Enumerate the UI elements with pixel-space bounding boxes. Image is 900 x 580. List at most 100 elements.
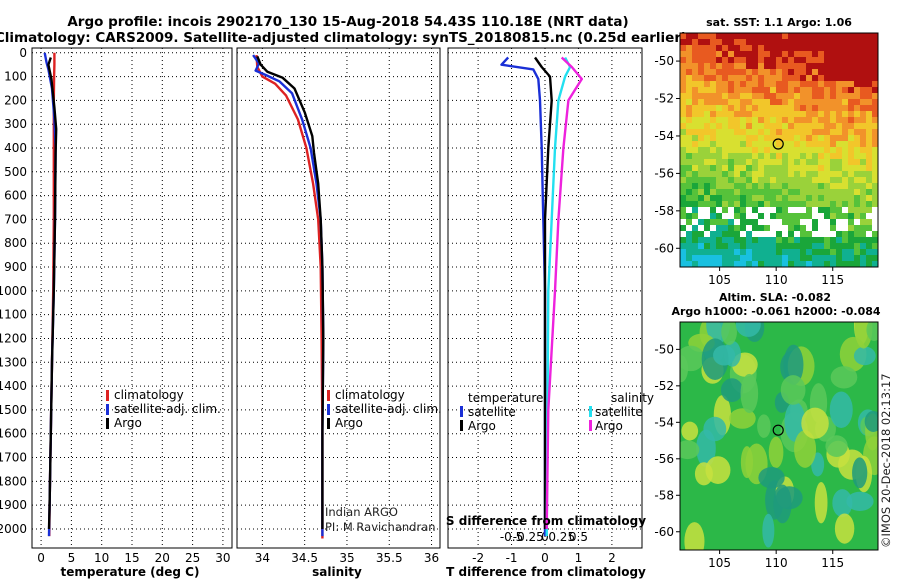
sst-cell — [722, 261, 728, 267]
sst-cell — [836, 99, 842, 105]
sst-cell — [872, 261, 878, 267]
sst-cell — [692, 69, 698, 75]
depth-tick-label: 1100 — [0, 308, 27, 322]
sst-cell — [710, 69, 716, 75]
sst-cell — [836, 207, 842, 213]
sst-cell — [806, 177, 812, 183]
sst-cell — [710, 111, 716, 117]
sst-cell — [746, 69, 752, 75]
sst-cell — [782, 87, 788, 93]
sst-cell — [824, 69, 830, 75]
sst-cell — [728, 117, 734, 123]
sla-blob — [814, 482, 828, 524]
sst-cell — [854, 165, 860, 171]
sst-cell — [734, 63, 740, 69]
sla-blob — [703, 416, 727, 442]
sst-map: 105 110 115 -50 -52 -54 -56 -58 -60 — [654, 32, 879, 287]
sst-cell — [830, 63, 836, 69]
sst-cell — [836, 255, 842, 261]
sst-cell — [824, 45, 830, 51]
legend-swatch — [327, 418, 330, 429]
sst-cell — [794, 183, 800, 189]
sst-cell — [746, 99, 752, 105]
sst-cell — [818, 147, 824, 153]
sst-cell — [836, 135, 842, 141]
sst-cell — [818, 201, 824, 207]
sst-cell — [806, 189, 812, 195]
sst-cell — [818, 75, 824, 81]
sst-cell — [758, 165, 764, 171]
sla-blob — [834, 513, 855, 544]
sst-cell — [812, 45, 818, 51]
sst-cell — [698, 189, 704, 195]
sst-cell — [704, 75, 710, 81]
sst-cell — [692, 87, 698, 93]
sst-cell — [842, 159, 848, 165]
sst-cell — [806, 243, 812, 249]
sst-cell — [740, 129, 746, 135]
sst-cell — [854, 189, 860, 195]
sst-cell — [836, 183, 842, 189]
sst-cell — [746, 261, 752, 267]
sst-cell — [782, 249, 788, 255]
sst-cell — [722, 249, 728, 255]
annotation-text: PI: M Ravichandran — [325, 520, 436, 534]
sst-cell — [698, 237, 704, 243]
sst-cell — [680, 135, 686, 141]
sst-cell — [716, 111, 722, 117]
sst-cell — [848, 51, 854, 57]
sst-cell — [800, 261, 806, 267]
sst-cell — [680, 75, 686, 81]
sst-cell — [722, 39, 728, 45]
sst-cell — [746, 237, 752, 243]
sst-cell — [680, 117, 686, 123]
sst-cell — [692, 159, 698, 165]
sst-cell — [830, 93, 836, 99]
sst-cell — [782, 69, 788, 75]
sst-cell — [812, 99, 818, 105]
sst-cell — [818, 195, 824, 201]
sst-cell — [722, 75, 728, 81]
sst-cell — [752, 207, 758, 213]
sst-cell — [728, 93, 734, 99]
sst-cell — [782, 111, 788, 117]
map-y-tick-label: -56 — [654, 166, 674, 180]
sst-cell — [848, 159, 854, 165]
sst-cell — [818, 189, 824, 195]
sst-cell — [710, 255, 716, 261]
sst-cell — [722, 147, 728, 153]
sst-cell — [692, 93, 698, 99]
sst-cell — [734, 135, 740, 141]
sst-cell — [854, 123, 860, 129]
sst-cell — [830, 57, 836, 63]
sst-cell — [824, 249, 830, 255]
sst-cell — [866, 87, 872, 93]
sst-cell — [788, 81, 794, 87]
sst-cell — [818, 51, 824, 57]
sst-cell — [800, 63, 806, 69]
sst-cell — [836, 51, 842, 57]
sst-cell — [800, 195, 806, 201]
sst-cell — [854, 177, 860, 183]
depth-tick-label: 1300 — [0, 355, 27, 369]
sst-cell — [854, 51, 860, 57]
sst-cell — [842, 165, 848, 171]
sst-cell — [860, 207, 866, 213]
sst-cell — [860, 33, 866, 39]
depth-tick-label: 300 — [4, 117, 27, 131]
sst-cell — [680, 129, 686, 135]
sst-cell — [770, 69, 776, 75]
sst-cell — [728, 261, 734, 267]
sst-cell — [710, 231, 716, 237]
sst-cell — [704, 129, 710, 135]
sst-cell — [866, 123, 872, 129]
sst-cell — [716, 171, 722, 177]
depth-tick-label: 500 — [4, 165, 27, 179]
sst-cell — [848, 261, 854, 267]
imos-credit: ©IMOS 20-Dec-2018 02:13:17 — [879, 373, 893, 548]
sst-cell — [860, 45, 866, 51]
sst-cell — [740, 249, 746, 255]
sst-cell — [740, 147, 746, 153]
sst-cell — [812, 87, 818, 93]
sst-cell — [710, 213, 716, 219]
